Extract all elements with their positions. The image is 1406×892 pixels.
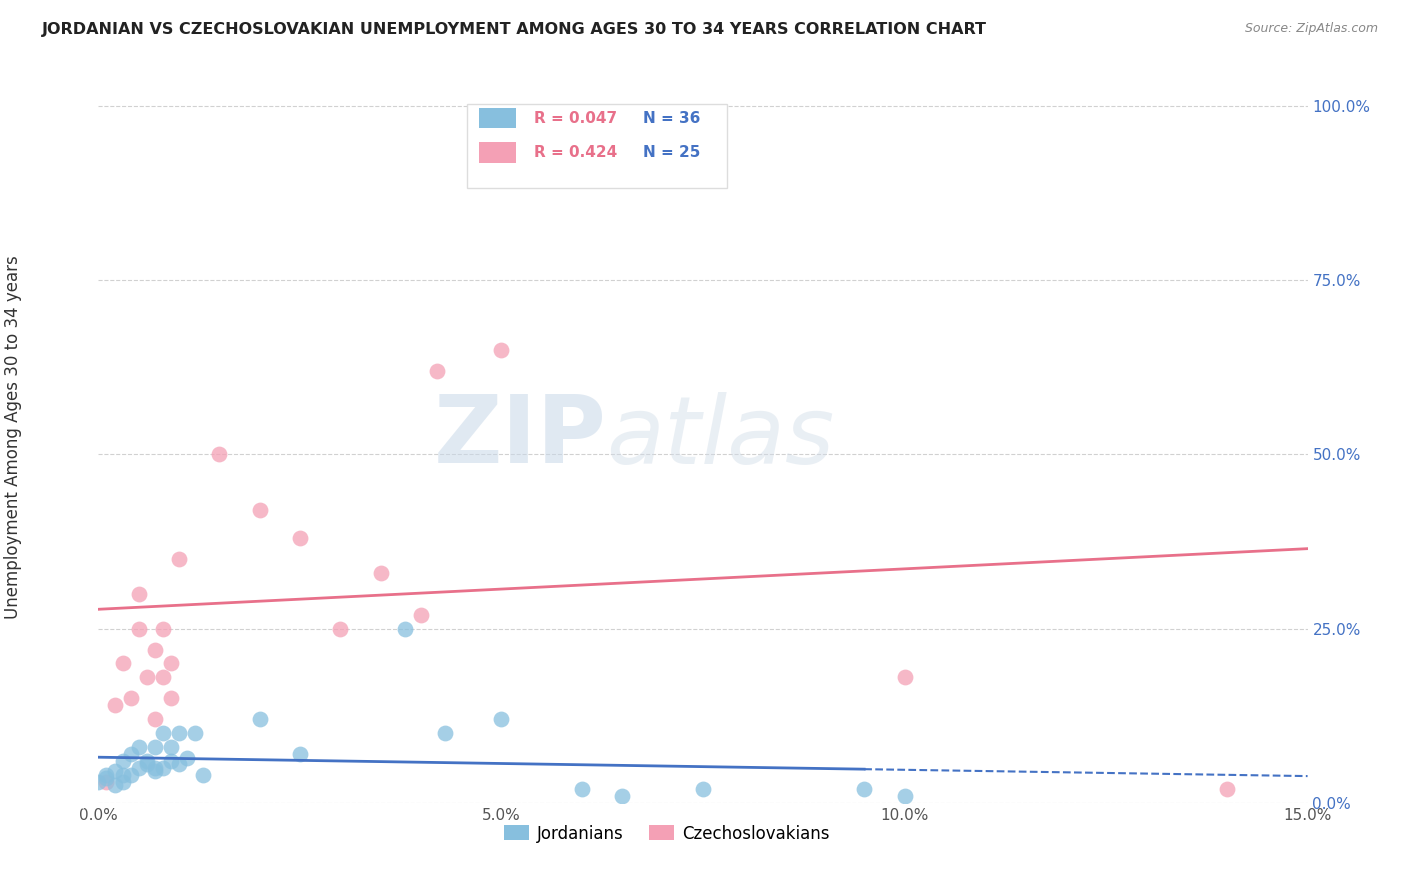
Point	[208, 448, 231, 462]
Point	[135, 757, 157, 772]
Point	[143, 642, 166, 657]
Point	[167, 757, 190, 772]
Point	[128, 761, 150, 775]
Point	[893, 789, 915, 803]
Text: JORDANIAN VS CZECHOSLOVAKIAN UNEMPLOYMENT AMONG AGES 30 TO 34 YEARS CORRELATION : JORDANIAN VS CZECHOSLOVAKIAN UNEMPLOYMEN…	[42, 22, 987, 37]
Point	[160, 691, 183, 706]
Point	[87, 775, 110, 789]
Text: R = 0.424: R = 0.424	[534, 145, 617, 160]
Point	[167, 726, 190, 740]
Point	[103, 778, 125, 792]
Point	[103, 698, 125, 713]
Point	[143, 740, 166, 755]
Point	[120, 691, 142, 706]
Point	[152, 670, 174, 684]
Point	[143, 764, 166, 779]
Point	[160, 740, 183, 755]
Point	[160, 657, 183, 671]
Point	[491, 712, 513, 726]
Text: ZIP: ZIP	[433, 391, 606, 483]
Point	[288, 531, 311, 545]
Point	[893, 670, 915, 684]
Point	[160, 754, 183, 768]
Point	[152, 622, 174, 636]
Point	[474, 120, 496, 134]
Point	[409, 607, 432, 622]
Point	[176, 750, 198, 764]
Point	[96, 768, 118, 782]
Point	[612, 789, 634, 803]
Point	[135, 754, 157, 768]
Point	[120, 747, 142, 761]
Y-axis label: Unemployment Among Ages 30 to 34 years: Unemployment Among Ages 30 to 34 years	[4, 255, 21, 619]
Point	[111, 768, 134, 782]
Text: R = 0.047: R = 0.047	[534, 111, 617, 126]
Point	[184, 726, 207, 740]
Point	[329, 622, 352, 636]
FancyBboxPatch shape	[479, 108, 516, 128]
Point	[167, 552, 190, 566]
FancyBboxPatch shape	[467, 104, 727, 188]
Point	[111, 754, 134, 768]
Point	[96, 775, 118, 789]
Point	[128, 740, 150, 755]
Point	[434, 726, 457, 740]
Point	[143, 761, 166, 775]
Point	[426, 364, 449, 378]
Point	[193, 768, 215, 782]
FancyBboxPatch shape	[479, 143, 516, 163]
Point	[491, 343, 513, 357]
Point	[288, 747, 311, 761]
Point	[111, 657, 134, 671]
Text: N = 36: N = 36	[643, 111, 700, 126]
Point	[571, 781, 593, 796]
Text: atlas: atlas	[606, 392, 835, 483]
Text: N = 25: N = 25	[643, 145, 700, 160]
Point	[1216, 781, 1239, 796]
Point	[152, 761, 174, 775]
Point	[143, 712, 166, 726]
Point	[128, 622, 150, 636]
Text: Source: ZipAtlas.com: Source: ZipAtlas.com	[1244, 22, 1378, 36]
Point	[111, 775, 134, 789]
Point	[120, 768, 142, 782]
Point	[394, 622, 416, 636]
Legend: Jordanians, Czechoslovakians: Jordanians, Czechoslovakians	[498, 818, 837, 849]
Point	[96, 772, 118, 786]
Point	[249, 503, 271, 517]
Point	[128, 587, 150, 601]
Point	[103, 764, 125, 779]
Point	[152, 726, 174, 740]
Point	[135, 670, 157, 684]
Point	[853, 781, 876, 796]
Point	[249, 712, 271, 726]
Point	[692, 781, 714, 796]
Point	[370, 566, 392, 580]
